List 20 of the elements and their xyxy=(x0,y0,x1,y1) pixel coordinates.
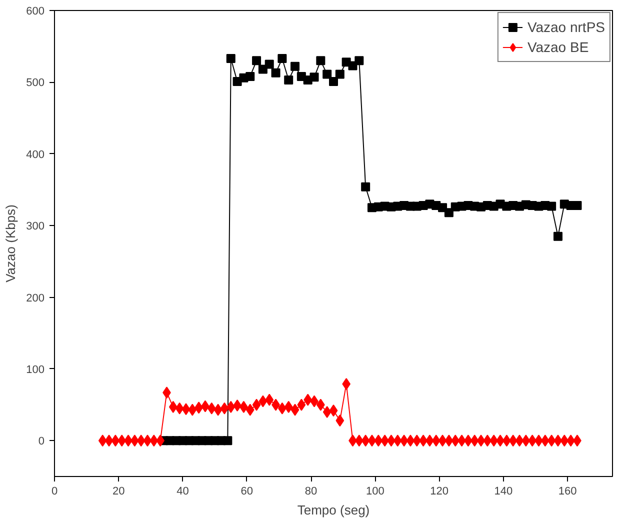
y-tick-label: 400 xyxy=(26,148,45,161)
x-tick-label: 20 xyxy=(112,486,125,498)
x-tick-label: 60 xyxy=(240,486,254,498)
x-tick-label: 0 xyxy=(51,486,58,498)
x-tick-label: 120 xyxy=(430,486,449,498)
y-tick-label: 100 xyxy=(26,364,45,376)
x-tick-label: 160 xyxy=(558,486,577,498)
legend-label: Vazao nrtPS xyxy=(527,19,605,35)
y-tick-label: 300 xyxy=(26,220,45,233)
legend-label: Vazao BE xyxy=(527,39,589,55)
x-tick-label: 40 xyxy=(176,486,189,498)
x-tick-label: 140 xyxy=(494,486,513,498)
y-tick-label: 500 xyxy=(26,77,45,90)
y-tick-label: 0 xyxy=(38,436,45,448)
y-axis-title: Vazao (Kbps) xyxy=(3,204,18,282)
x-axis-title: Tempo (seg) xyxy=(297,502,370,518)
y-tick-label: 200 xyxy=(26,292,45,304)
x-tick-label: 80 xyxy=(304,486,318,498)
y-tick-label: 600 xyxy=(26,6,45,18)
x-tick-label: 100 xyxy=(366,486,384,498)
